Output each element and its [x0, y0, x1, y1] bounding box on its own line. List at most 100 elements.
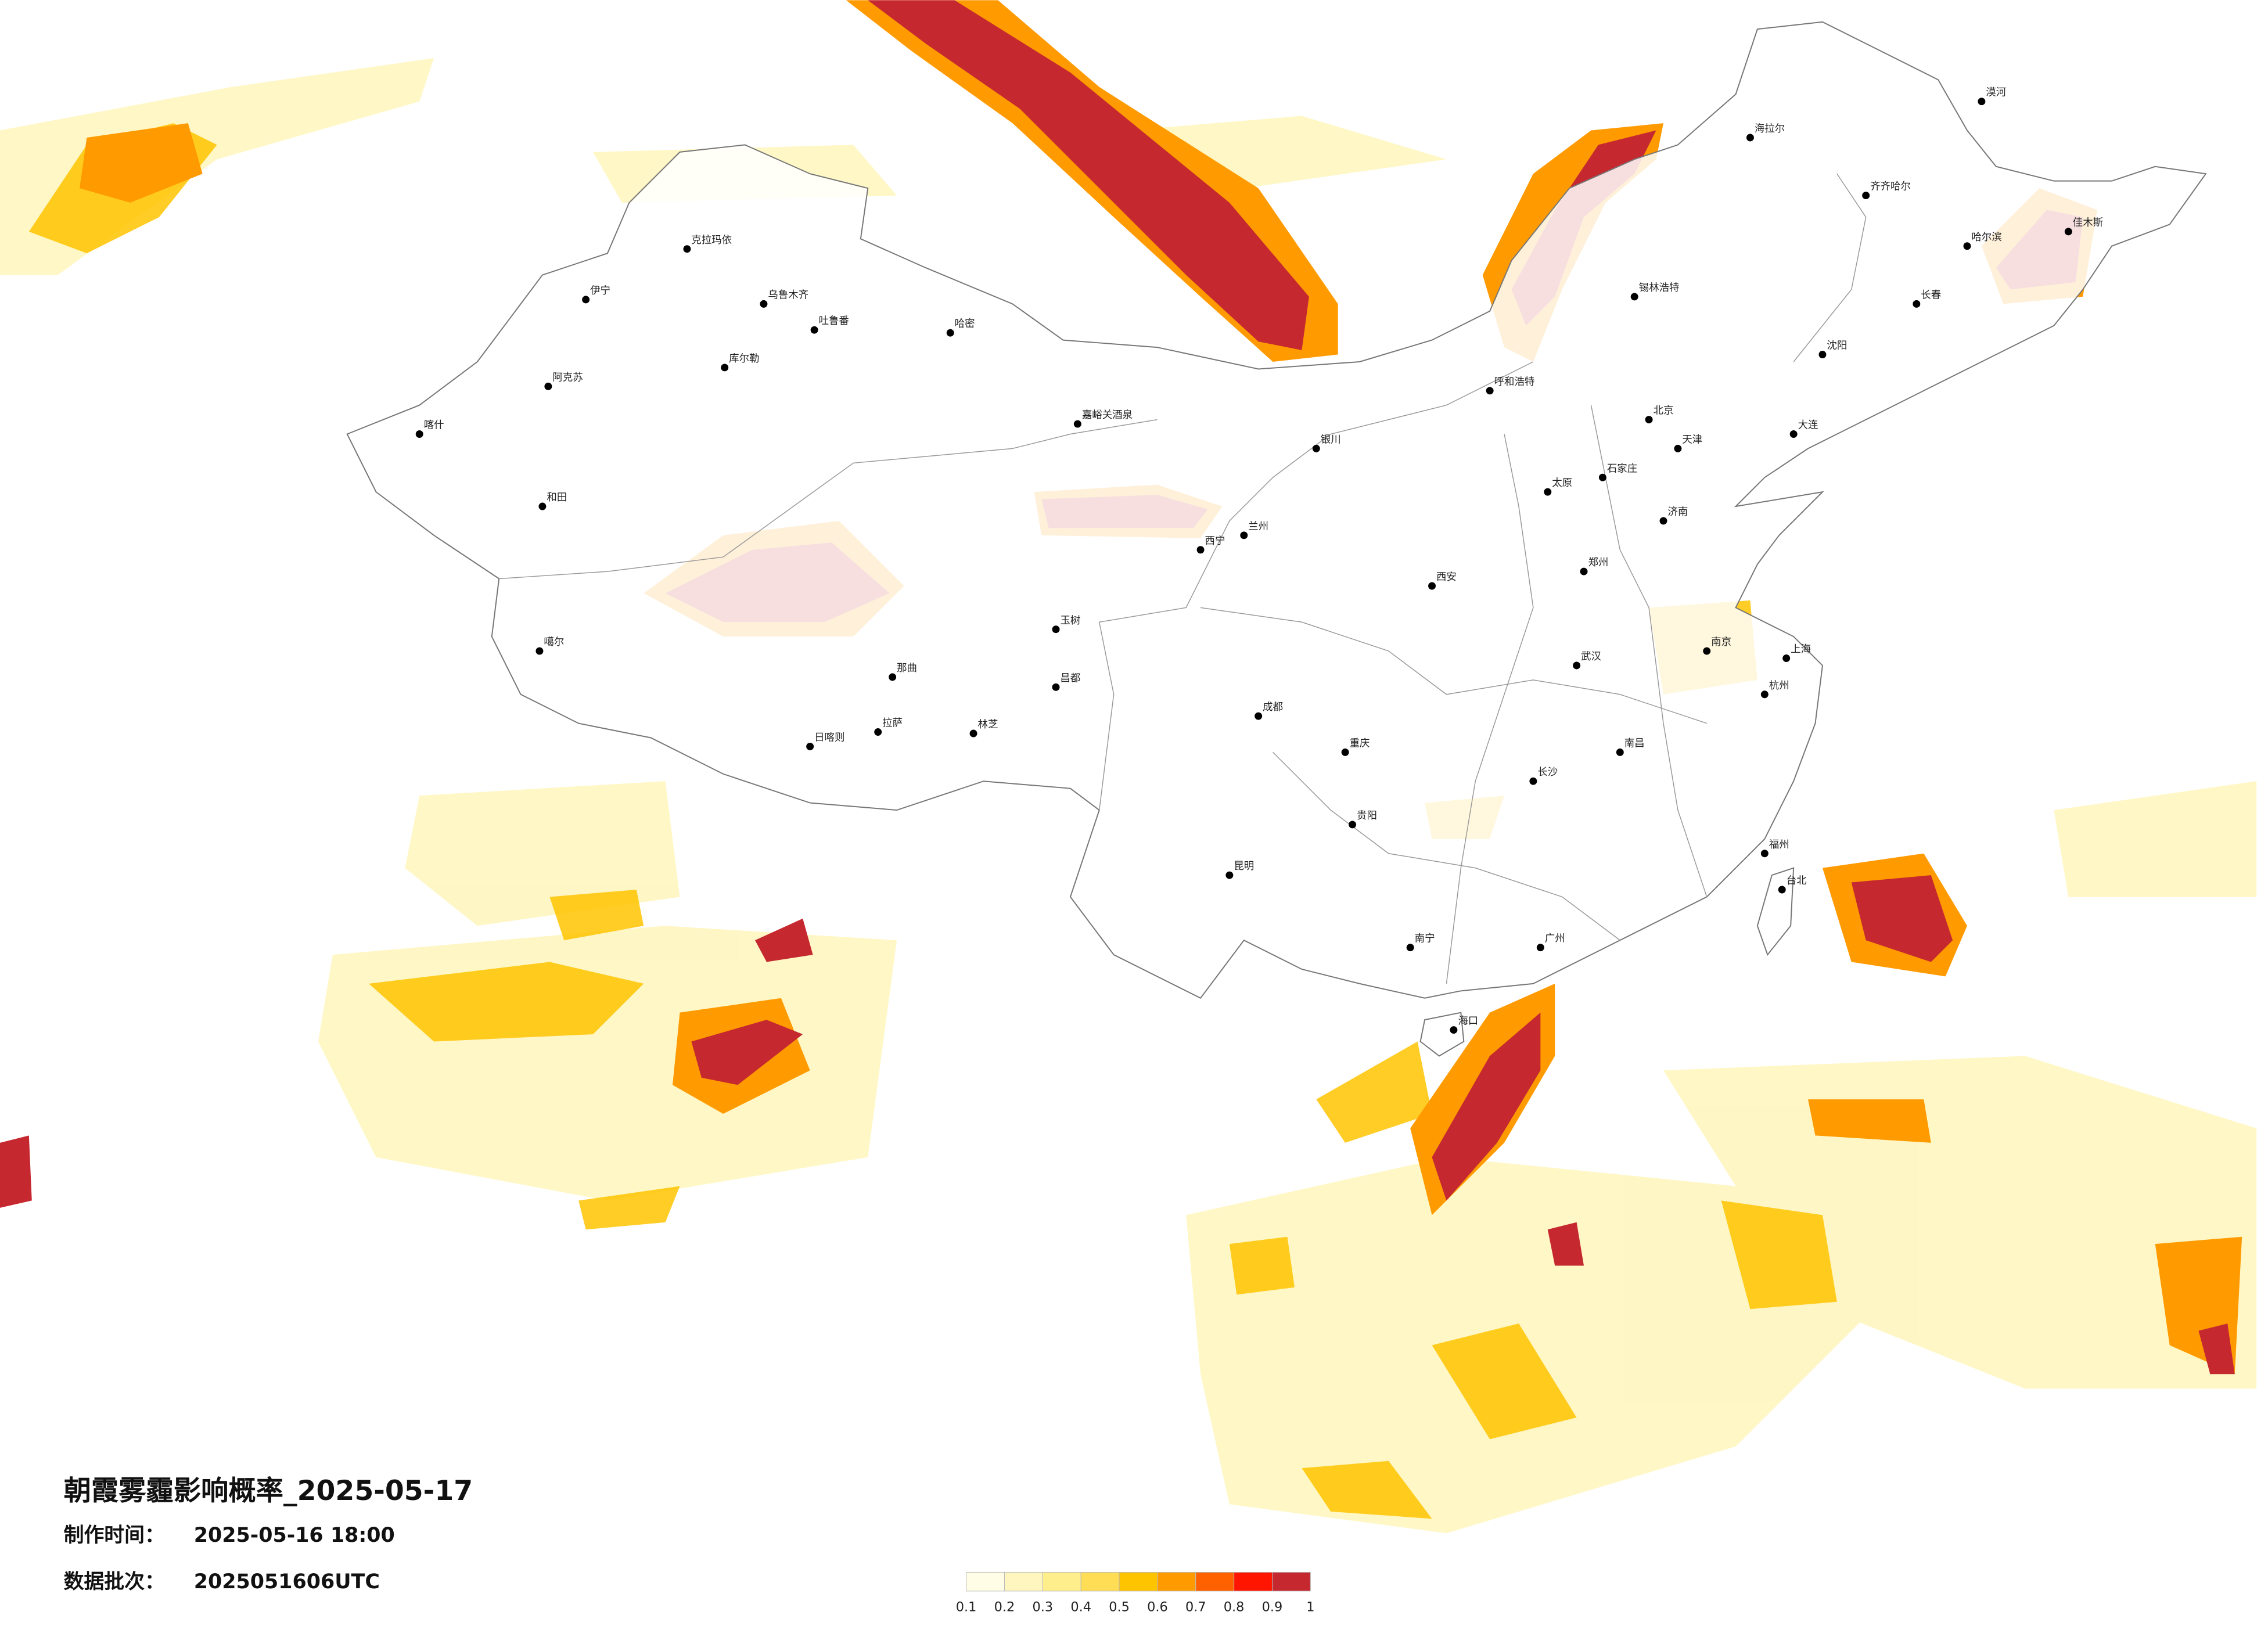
city-label: 兰州	[1248, 521, 1268, 533]
city-label: 齐齐哈尔	[1870, 181, 1911, 193]
legend-label: 0.2	[994, 1600, 1015, 1615]
city-label: 噶尔	[544, 636, 564, 648]
city-dot	[1450, 1026, 1458, 1034]
city-dot	[683, 245, 691, 253]
city-label: 玉树	[1060, 615, 1080, 627]
city-label: 南昌	[1624, 738, 1645, 749]
city-label: 南京	[1711, 636, 1731, 648]
legend-label: 0.6	[1147, 1600, 1168, 1615]
city-label: 贵阳	[1357, 810, 1377, 822]
city-dot	[1818, 351, 1827, 359]
city-dot	[1349, 821, 1357, 829]
city-dot	[1052, 683, 1060, 691]
city-label: 海拉尔	[1755, 123, 1785, 135]
city-dot	[535, 647, 544, 655]
city-dot	[874, 728, 882, 736]
city-dot	[760, 300, 768, 308]
city-label: 武汉	[1581, 651, 1601, 663]
city-label: 福州	[1769, 839, 1789, 851]
city-label: 乌鲁木齐	[768, 289, 808, 301]
map-title: 朝霞雾霾影响概率_2025-05-17	[64, 1475, 473, 1507]
city-dot	[582, 296, 590, 304]
city-dot	[1580, 567, 1588, 575]
city-dot	[1703, 647, 1711, 655]
city-label: 克拉玛依	[691, 235, 732, 246]
city-label: 大连	[1798, 420, 1818, 431]
city-label: 昆明	[1234, 861, 1254, 872]
city-label: 台北	[1787, 875, 1807, 887]
city-label: 林芝	[978, 719, 998, 731]
city-label: 济南	[1667, 506, 1688, 518]
city-dot	[1406, 944, 1414, 952]
info-label: 制作时间：	[64, 1524, 165, 1547]
city-dot	[415, 430, 423, 438]
city-label: 成都	[1263, 702, 1283, 713]
city-dot	[1598, 473, 1606, 481]
legend-swatch	[1157, 1571, 1196, 1592]
city-label: 太原	[1552, 477, 1572, 489]
legend-swatch	[1119, 1571, 1158, 1592]
city-dot	[1630, 293, 1638, 301]
city-label: 重庆	[1350, 738, 1370, 749]
city-label: 漠河	[1986, 87, 2006, 99]
city-label: 沈阳	[1827, 340, 1847, 352]
city-label: 嘉峪关酒泉	[1082, 409, 1133, 421]
legend-swatch	[1234, 1571, 1273, 1592]
legend-swatch	[1004, 1571, 1043, 1592]
city-label: 日喀则	[814, 732, 844, 743]
city-dot	[806, 742, 814, 750]
city-label: 杭州	[1769, 680, 1789, 692]
city-dot	[1544, 488, 1552, 496]
city-label: 石家庄	[1607, 463, 1637, 474]
city-dot	[1963, 242, 1971, 250]
city-dot	[1573, 661, 1581, 670]
city-label: 拉萨	[882, 718, 903, 729]
legend-label: 0.4	[1070, 1600, 1091, 1615]
city-label: 和田	[547, 492, 567, 503]
city-dot	[1240, 531, 1248, 539]
city-dot	[1073, 420, 1081, 428]
city-dot	[1225, 871, 1234, 879]
city-dot	[1659, 517, 1667, 525]
province-lines	[499, 173, 1867, 984]
city-dot	[538, 502, 547, 510]
city-label: 北京	[1654, 405, 1674, 417]
city-label: 吐鲁番	[819, 315, 849, 327]
city-dot	[1782, 654, 1791, 662]
legend-swatch	[1042, 1571, 1081, 1592]
island-outline	[1419, 1012, 1465, 1057]
city-dot	[1645, 416, 1653, 424]
city-label: 库尔勒	[729, 353, 759, 365]
city-label: 海口	[1458, 1016, 1478, 1027]
city-label: 昌都	[1060, 672, 1080, 684]
city-label: 广州	[1545, 933, 1565, 945]
city-dot	[1486, 387, 1494, 395]
city-dot	[1428, 582, 1436, 590]
city-label: 伊宁	[590, 285, 610, 297]
city-label: 上海	[1791, 644, 1811, 656]
city-label: 阿克苏	[552, 372, 583, 383]
country-outline	[346, 21, 2207, 999]
legend-label: 0.9	[1262, 1600, 1283, 1615]
city-dot	[1862, 192, 1870, 200]
city-dot	[1674, 444, 1682, 452]
city-dot	[1913, 300, 1921, 308]
city-dot	[1312, 444, 1320, 452]
city-label: 锡林浩特	[1639, 282, 1680, 294]
legend-label: 0.7	[1185, 1600, 1206, 1615]
legend-swatch	[966, 1571, 1005, 1592]
borders	[346, 21, 2207, 1057]
city-dot	[1760, 850, 1769, 858]
city-dot	[2064, 228, 2072, 236]
legend-swatch	[1080, 1571, 1120, 1592]
city-dot	[1778, 886, 1786, 894]
city-dot	[1616, 748, 1624, 756]
city-label: 呼和浩特	[1494, 376, 1535, 388]
city-label: 南宁	[1415, 933, 1435, 945]
city-dot	[1255, 712, 1263, 720]
city-dot	[810, 326, 818, 334]
city-dot	[1536, 944, 1544, 952]
city-label: 长春	[1921, 289, 1941, 301]
